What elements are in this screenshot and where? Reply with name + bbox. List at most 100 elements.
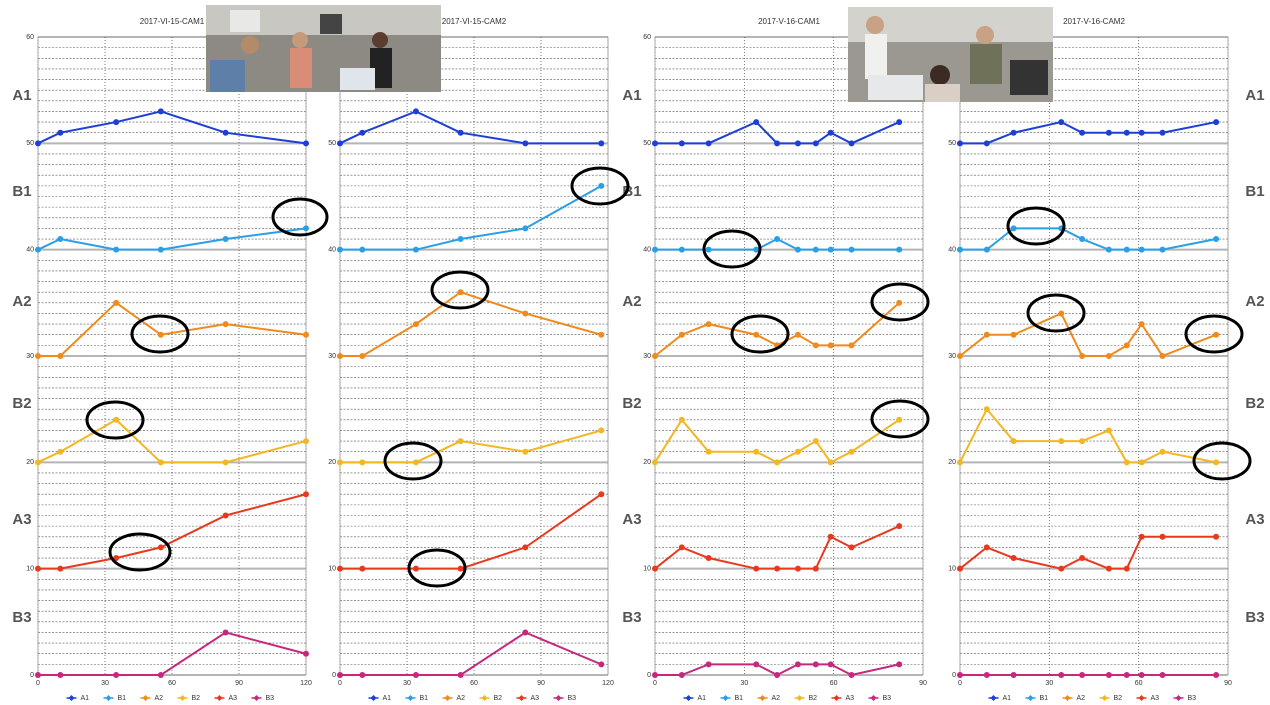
y-tick-label: 40 (948, 247, 956, 254)
data-point (1079, 438, 1086, 445)
x-tick-label: 90 (537, 680, 545, 687)
series-line (340, 631, 602, 676)
data-point (1138, 129, 1145, 136)
y-tick-label: 30 (643, 353, 651, 360)
data-point (1123, 342, 1130, 349)
x-tick-label: 0 (338, 680, 342, 687)
photo (206, 5, 441, 92)
series-line (37, 418, 307, 464)
legend-swatch (685, 695, 692, 701)
data-point (753, 119, 760, 126)
data-point (598, 427, 605, 434)
x-tick-label: 120 (602, 680, 614, 687)
data-point (896, 661, 903, 668)
data-point (222, 512, 229, 519)
data-point (1010, 555, 1017, 562)
legend-label: A2 (772, 695, 781, 702)
data-point (1159, 448, 1166, 455)
row-label: B3 (622, 609, 641, 626)
data-point (1105, 353, 1112, 359)
data-point (1159, 129, 1166, 136)
series-line (340, 493, 602, 570)
y-tick-label: 10 (643, 566, 651, 573)
data-point (1105, 129, 1112, 136)
data-point (794, 448, 801, 455)
plots: 2017-VI-15-CAM1 0 10 20 30 40 50 60 0 30 60 90 120 A1… (26, 17, 1232, 702)
data-point (1213, 533, 1220, 540)
data-point (522, 310, 529, 317)
data-point (983, 544, 990, 551)
data-point (113, 246, 120, 253)
data-point (522, 448, 529, 455)
legend-label: A1 (383, 695, 392, 702)
data-point (774, 459, 781, 466)
data-point (222, 129, 229, 136)
legend-label: A3 (531, 695, 540, 702)
data-point (983, 140, 990, 147)
data-point (598, 661, 605, 668)
legend-swatch (407, 695, 414, 701)
data-point (522, 225, 529, 232)
data-point (896, 299, 903, 306)
data-point (457, 672, 464, 678)
data-point (1058, 310, 1065, 317)
data-point (113, 119, 120, 126)
legend-label: B3 (883, 695, 892, 702)
data-point (705, 448, 712, 455)
data-point (678, 544, 685, 551)
row-label: B1 (1245, 183, 1264, 200)
data-point (1123, 246, 1130, 253)
data-point (896, 246, 903, 253)
data-point (774, 565, 781, 572)
data-point (35, 246, 41, 253)
data-point (848, 342, 855, 349)
data-point (1058, 438, 1065, 445)
data-point (57, 353, 64, 359)
series-line (38, 493, 307, 570)
data-point (652, 459, 658, 466)
data-point (412, 459, 419, 466)
data-point (57, 565, 64, 572)
data-point (848, 672, 855, 678)
legend-label: A1 (698, 695, 707, 702)
x-tick-label: 90 (235, 680, 243, 687)
data-point (35, 672, 41, 678)
row-label: A1 (12, 87, 31, 104)
x-tick-label: 0 (958, 680, 962, 687)
data-point (652, 565, 658, 572)
y-tick-label: 60 (26, 34, 34, 41)
x-tick-label: 30 (403, 680, 411, 687)
data-point (113, 555, 120, 562)
overlay (85, 5, 1252, 588)
legend-swatch (759, 695, 766, 701)
legend-swatch (142, 695, 149, 701)
data-point (1123, 672, 1130, 678)
legend-label: B1 (420, 695, 429, 702)
data-point (1010, 225, 1017, 232)
data-point (1138, 246, 1145, 253)
x-tick-label: 0 (653, 680, 657, 687)
data-point (774, 236, 781, 243)
data-point (896, 416, 903, 423)
series-line (959, 407, 1217, 464)
legend-swatch (990, 695, 997, 701)
data-point (812, 140, 819, 147)
data-point (222, 629, 229, 636)
data-point (827, 342, 834, 349)
data-point (678, 140, 685, 147)
row-label: A2 (1245, 293, 1264, 310)
row-label: A1 (1245, 87, 1264, 104)
series-line (340, 291, 602, 357)
legend-swatch (1101, 695, 1108, 701)
chart: 2017-V-16-CAM1 0 10 20 30 40 50 60 0 30 60 90 A1 B1 A2… (643, 17, 927, 702)
legend-label: B2 (192, 695, 201, 702)
series-line (655, 663, 900, 677)
y-tick-label: 20 (643, 459, 651, 466)
series-line (959, 312, 1217, 358)
x-tick-label: 60 (168, 680, 176, 687)
data-point (113, 416, 120, 423)
x-tick-label: 30 (101, 680, 109, 687)
data-point (705, 555, 712, 562)
y-tick-label: 60 (643, 34, 651, 41)
